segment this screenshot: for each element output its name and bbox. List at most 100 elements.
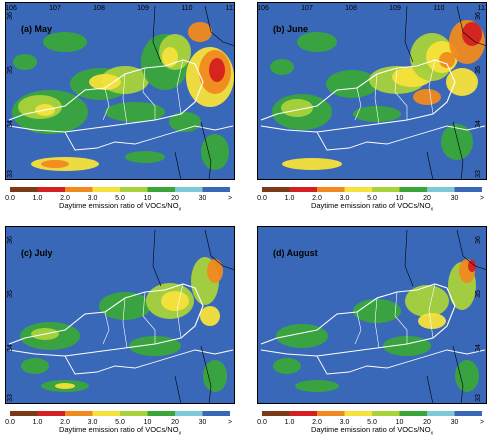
map-august: 36 35 34 33 (d) August [257,226,487,404]
region-boundary [152,5,162,63]
map-may: 106 107 108 109 110 111 36 35 34 33 (a) May [5,2,235,180]
colorbar-tick-label: 10 [144,419,152,425]
region-boundary [174,151,182,180]
region-boundary [456,5,487,47]
panel-july: 36 35 34 33 (c) July 0.0 1.0 2.0 3.0 5.0 10 20 30 > … [5,226,235,437]
caption-sub: x [178,430,182,437]
colorbar-segment [92,187,120,192]
caption-prefix: Daytime emission ratio of VOCs/NO [58,201,179,210]
ratio-region [455,360,479,392]
caption-sub: x [430,206,434,213]
colorbar-tick-label: > [480,419,484,425]
ratio-region [207,259,223,283]
colorbar-tick-label: 2.0 [60,195,70,201]
caption-prefix: Daytime emission ratio of VOCs/NO [310,425,431,434]
colorbar-segment [399,187,427,192]
ratio-region [462,22,482,46]
colorbar-tick-label: > [228,195,232,201]
colorbar-segment [289,411,317,416]
colorbar-tick-label: 30 [451,419,459,425]
panel-label: (a) May [21,24,52,34]
colorbar-tick-label: 0.0 [257,419,267,425]
colorbar-tick-label: 20 [171,419,179,425]
colorbar-segment [202,411,230,416]
ratio-region [99,292,151,320]
county-boundary [176,283,184,339]
colorbar-segment [317,411,345,416]
panel-june: 106 107 108 109 110 111 36 35 34 33 (b) June 0.0 1.… [257,2,487,213]
region-boundary [404,5,414,63]
province-boundary [8,59,204,133]
province-boundary [64,349,234,375]
latitude-tick-label: 35 [7,290,14,298]
county-boundary [374,297,380,349]
latitude-tick-label: 36 [7,236,14,244]
ratio-region [446,68,478,96]
latitude-tick-label: 33 [475,170,482,178]
longitude-tick-label: 110 [181,5,192,12]
map-border [257,226,487,404]
colorbar-tick-label: 1.0 [33,419,43,425]
ratio-region [295,380,339,392]
ratio-region [209,58,225,82]
county-boundary [394,291,408,344]
colorbar-tick-label: 20 [171,195,179,201]
county-boundary [428,283,436,339]
colorbar-tick-label: 3.0 [88,419,98,425]
longitude-tick-label: 111 [226,5,235,12]
province-boundary [316,125,486,151]
colorbar-tick-label: 10 [144,195,152,201]
map-june: 106 107 108 109 110 111 36 35 34 33 (b) June [257,2,487,180]
ratio-region [441,124,473,160]
map-border [257,2,487,180]
colorbar-segment [454,411,482,416]
colorbar-segment [175,187,203,192]
caption-prefix: Daytime emission ratio of VOCs/NO [310,201,431,210]
panel-label: (b) June [273,24,308,34]
longitude-tick-label: 109 [389,5,401,12]
ratio-region [405,285,449,317]
colorbar-tick-label: 5.0 [115,195,125,201]
caption-prefix: Daytime emission ratio of VOCs/NO [58,425,179,434]
map-july: 36 35 34 33 (c) July [5,226,235,404]
colorbar-tick-label: 0.0 [257,195,267,201]
county-boundary [102,87,110,121]
colorbar-segment [10,411,38,416]
map-border [5,2,235,180]
region-boundary [200,345,212,404]
colorbar-tick-label: 10 [396,419,404,425]
colorbar-tick-label: > [480,195,484,201]
ratio-region [13,54,37,70]
colorbar-segment [202,187,230,192]
ratio-region [161,291,189,311]
colorbar-tick-label: 0.0 [5,419,15,425]
colorbar-tick-label: 1.0 [33,195,43,201]
latitude-tick-label: 35 [475,290,482,298]
colorbar-segment [147,411,175,416]
panel-label: (c) July [21,248,53,258]
colorbar-tick-label: 1.0 [285,195,295,201]
colorbar-tick-label: 2.0 [60,419,70,425]
ratio-region [413,89,441,105]
ratio-region [21,358,49,374]
county-boundary [122,73,128,125]
region-boundary [426,375,434,404]
ratio-region [282,158,342,170]
ratio-region [188,22,212,42]
colorbar-segment [372,411,400,416]
region-boundary [456,229,487,271]
ratio-region [105,102,165,122]
ratio-region [353,106,401,122]
colorbar-tick-label: 30 [451,195,459,201]
longitude-tick-label: 106 [257,5,269,12]
ratio-region [439,52,455,68]
colorbar-june: 0.0 1.0 2.0 3.0 5.0 10 20 30 > [257,187,487,201]
province-boundary [260,59,456,133]
latitude-tick-label: 35 [475,66,482,74]
county-boundary [142,67,156,120]
colorbar-tick-label: 20 [423,195,431,201]
colorbar-segment [120,411,148,416]
longitude-tick-label: 111 [478,5,487,12]
ratio-region [273,358,301,374]
colorbar-tick-label: 5.0 [367,195,377,201]
